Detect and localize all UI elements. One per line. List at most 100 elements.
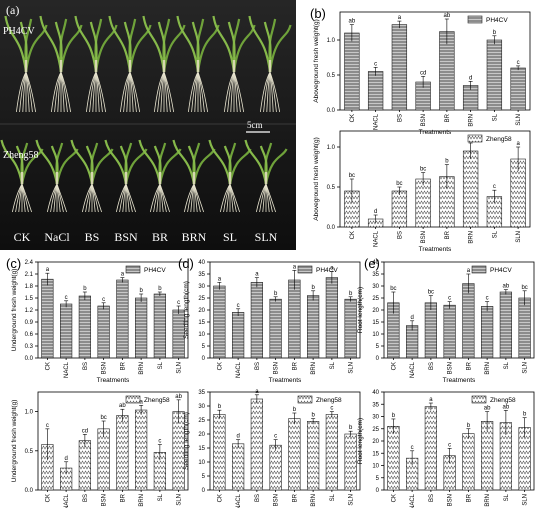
x-tick-label: SLN (523, 362, 529, 374)
x-tick-label: BS (83, 362, 89, 370)
y-axis-label: Underground fresh weight(g) (11, 269, 18, 352)
bar-nacl (367, 71, 384, 111)
x-tick-label: CK (45, 362, 51, 370)
panel-label: (d) (178, 256, 194, 271)
significance-letter: d (64, 456, 67, 462)
significance-letter: a (139, 399, 143, 405)
legend-label: PH4CV (486, 17, 508, 24)
x-tick-label: SLN (523, 494, 529, 506)
significance-letter: c (448, 442, 451, 448)
legend-swatch (471, 265, 487, 274)
x-tick-label: BS (429, 362, 435, 370)
significance-letter: d (374, 209, 377, 215)
bar-sl (486, 39, 503, 111)
x-tick-label: BRN (485, 362, 491, 375)
x-tick-label: SLN (177, 362, 183, 374)
bar-bsn (443, 304, 456, 359)
significance-letter: a (255, 272, 259, 278)
bar-bsn (269, 298, 282, 359)
bar-bsn (415, 178, 431, 228)
bar-brn (135, 409, 148, 491)
bar-ck (213, 414, 226, 491)
bar-bs (391, 190, 408, 228)
legend-label: Zheng58 (490, 397, 516, 404)
row1-seedlings (4, 15, 292, 113)
x-tick-label: BS (255, 494, 261, 502)
significance-letter: ab (349, 19, 356, 25)
bar-brn (135, 297, 148, 359)
y-tick-label: 25 (198, 418, 205, 424)
y-tick-label: 0 (376, 356, 380, 362)
seedling-icon (212, 15, 256, 113)
bar-nacl (406, 325, 419, 359)
significance-letter: bc (100, 415, 106, 421)
y-tick-label: 5 (202, 344, 206, 350)
significance-letter: b (467, 423, 471, 429)
significance-letter: c (493, 184, 496, 190)
y-axis-label: Root length(cm) (357, 287, 364, 333)
y-tick-label: 0 (202, 356, 206, 362)
panel-label: (e) (364, 256, 380, 271)
plot-frame (37, 391, 189, 491)
significance-letter: c (274, 434, 277, 440)
bar-ck (344, 32, 360, 111)
significance-letter: a (330, 266, 334, 272)
bar-sln (518, 297, 531, 359)
significance-letter: c (237, 303, 240, 309)
x-tick-label: SL (492, 113, 498, 121)
x-tick-label: CK (217, 494, 223, 502)
bar-bs (250, 398, 263, 491)
legend-swatch (125, 265, 141, 274)
x-axis-label: Treatments (419, 246, 452, 253)
seedling-icon (244, 139, 288, 213)
x-tick-label: SL (504, 361, 510, 369)
significance-letter: b (523, 412, 527, 418)
bar-br (288, 418, 301, 491)
y-tick-label: 20 (198, 308, 205, 314)
bar-sl (499, 291, 512, 359)
seedling-icon (4, 15, 48, 113)
y-tick-label: 0.0 (25, 488, 34, 494)
seedling-icon (39, 15, 83, 113)
bar-bsn (269, 444, 282, 491)
y-tick-label: 20 (198, 432, 205, 438)
panel-label: (b) (310, 6, 326, 21)
bar-nacl (232, 312, 245, 359)
y-axis-label: Seedling length(cm) (183, 412, 190, 470)
bar-br (116, 279, 129, 359)
legend-swatch (467, 15, 483, 24)
y-tick-label: 5 (202, 474, 206, 480)
significance-letter: bc (349, 173, 355, 179)
seedling-icon (108, 15, 152, 113)
y-tick-label: 15 (372, 320, 379, 326)
y-tick-label: 30 (372, 284, 379, 290)
bar-br (116, 415, 129, 491)
x-tick-label: CK (350, 231, 356, 239)
x-tick-label: SLN (177, 494, 183, 506)
significance-letter: ab (503, 404, 510, 410)
y-tick-label: 2.4 (25, 260, 34, 266)
bar-nacl (232, 443, 245, 491)
legend-swatch (471, 395, 487, 404)
bar-brn (481, 421, 494, 491)
significance-letter: c (65, 295, 68, 301)
y-tick-label: 0.0 (25, 356, 34, 362)
seedling-icon (104, 139, 148, 213)
x-tick-label: NACL (410, 361, 416, 378)
y-tick-label: 1.0 (327, 145, 336, 151)
bar-chart-e2: 0 5 10 15 20 25 30 35 40 b CK c NACL a BS c BSN b BR ab BRN a… (357, 390, 535, 508)
legend-swatch (467, 134, 483, 143)
x-tick-label: SLN (349, 494, 355, 506)
x-tick-label: BS (397, 231, 403, 239)
bar-br (288, 279, 301, 359)
y-tick-label: 5 (376, 476, 380, 482)
significance-letter: b (493, 30, 497, 36)
y-tick-label: 35 (372, 272, 379, 278)
significance-letter: a (218, 276, 222, 282)
x-tick-label: BS (397, 114, 403, 122)
significance-letter: c (517, 60, 520, 66)
plot-frame (339, 130, 531, 228)
x-tick-label: BSN (102, 362, 108, 374)
bar-bs (391, 24, 408, 111)
